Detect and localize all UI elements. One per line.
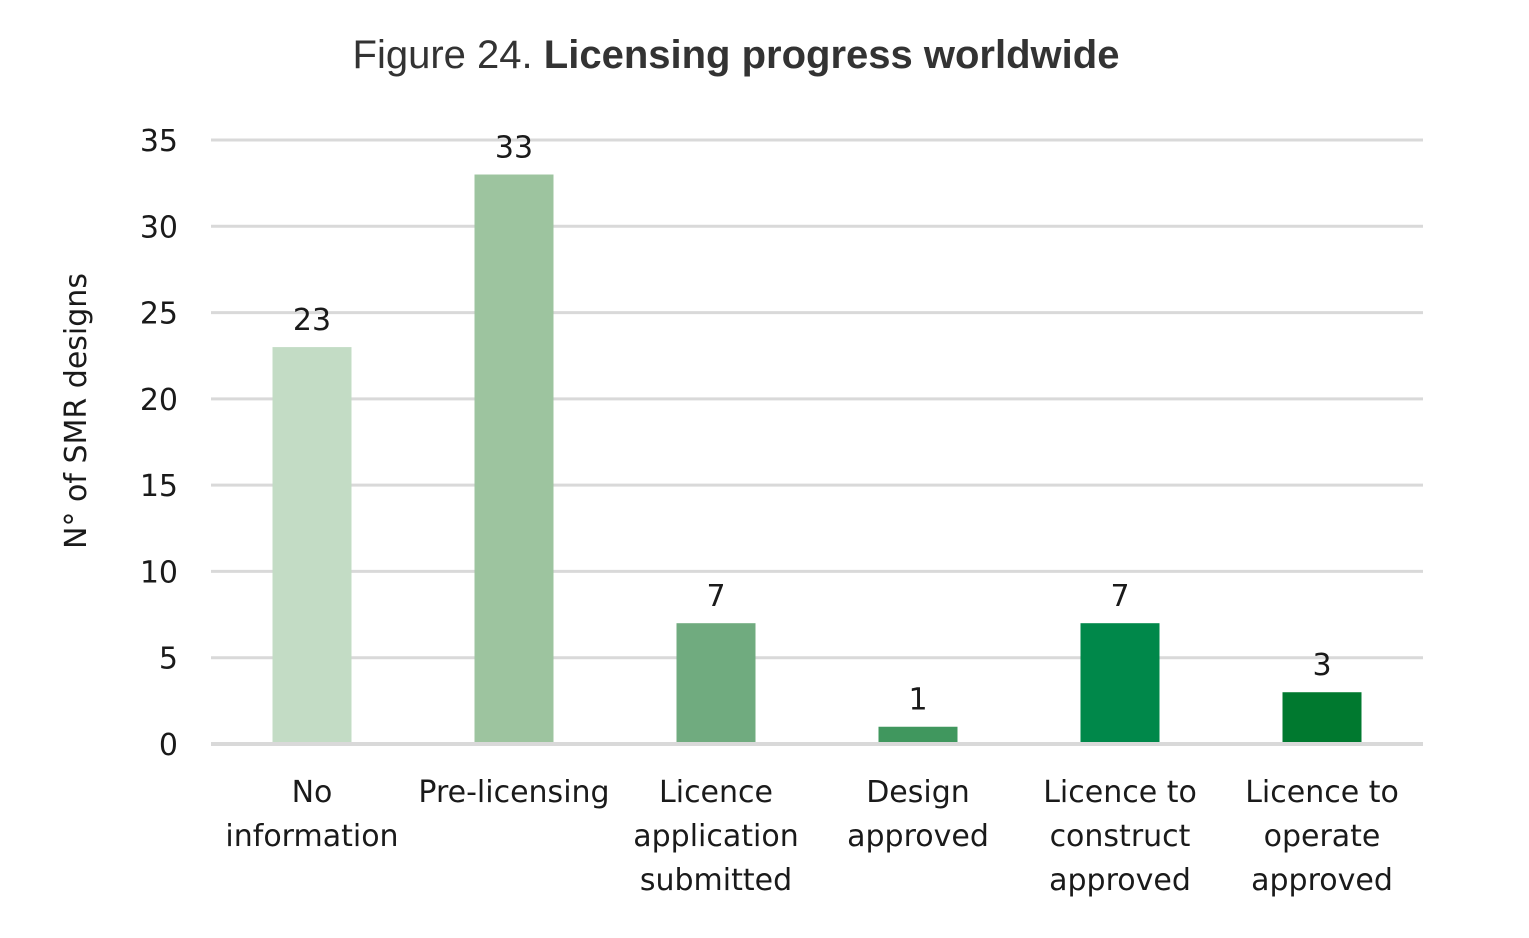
category-label-line: construct — [1050, 819, 1191, 854]
chart-title-main: Licensing progress worldwide — [544, 33, 1120, 77]
chart-title-space — [533, 33, 544, 77]
y-tick-label: 0 — [159, 728, 178, 763]
bar — [878, 726, 958, 742]
bars — [272, 174, 1362, 742]
category-label: Pre-licensing — [418, 775, 609, 810]
category-label: No information — [225, 775, 398, 854]
chart-title: Figure 24. Licensing progress worldwide — [353, 33, 1120, 77]
category-label-line: Licence to — [1043, 775, 1197, 810]
category-label-line: approved — [1251, 863, 1393, 898]
y-tick-label: 30 — [140, 210, 178, 245]
y-tick-label: 10 — [140, 555, 178, 590]
category-label-line: information — [225, 819, 398, 854]
data-labels: 23 33 7 1 7 3 — [293, 131, 1332, 718]
data-label: 7 — [1110, 579, 1129, 614]
category-label-line: operate — [1264, 819, 1381, 854]
category-label: Licence to operate approved — [1245, 775, 1399, 898]
category-label-line: approved — [1049, 863, 1191, 898]
category-label: Licence to construct approved — [1043, 775, 1197, 898]
y-tick-label: 20 — [140, 383, 178, 418]
bar — [676, 623, 756, 742]
category-label-line: application — [633, 819, 798, 854]
category-label-line: approved — [847, 819, 989, 854]
category-label-line: submitted — [640, 863, 792, 898]
gridlines — [211, 138, 1423, 746]
y-axis-title: N° of SMR designs — [59, 273, 94, 549]
category-label: Design approved — [847, 775, 989, 854]
category-label-line: Licence — [659, 775, 773, 810]
category-label-line: Licence to — [1245, 775, 1399, 810]
y-tick-label: 25 — [140, 297, 178, 332]
category-label-line: Pre-licensing — [418, 775, 609, 810]
y-tick-label: 35 — [140, 124, 178, 159]
data-label: 23 — [293, 303, 331, 338]
category-label-line: Design — [866, 775, 970, 810]
category-label-line: No — [292, 775, 333, 810]
bar — [1080, 623, 1160, 742]
x-axis-categories: No information Pre-licensing Licence applica… — [225, 775, 1398, 898]
data-label: 1 — [908, 683, 927, 718]
y-tick-label: 5 — [159, 642, 178, 677]
bar — [474, 174, 554, 742]
y-tick-label: 15 — [140, 469, 178, 504]
data-label: 33 — [495, 131, 533, 166]
category-label: Licence application submitted — [633, 775, 798, 898]
bar — [1282, 692, 1362, 742]
data-label: 3 — [1312, 648, 1331, 683]
chart-title-prefix: Figure 24. — [353, 33, 533, 77]
data-label: 7 — [706, 579, 725, 614]
y-axis-ticks: 0 5 10 15 20 25 30 35 — [140, 124, 178, 763]
bar — [272, 347, 352, 742]
